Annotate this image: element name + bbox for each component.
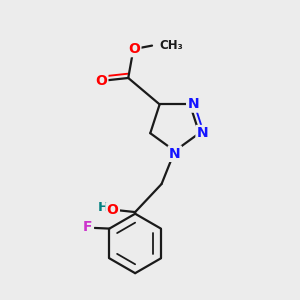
Text: N: N: [197, 126, 208, 140]
Text: O: O: [128, 42, 140, 56]
Text: N: N: [188, 98, 199, 111]
Text: H: H: [98, 201, 109, 214]
Text: CH₃: CH₃: [160, 39, 183, 52]
Text: N: N: [169, 147, 181, 160]
Text: O: O: [107, 203, 118, 218]
Text: O: O: [95, 74, 107, 88]
Text: F: F: [83, 220, 93, 234]
